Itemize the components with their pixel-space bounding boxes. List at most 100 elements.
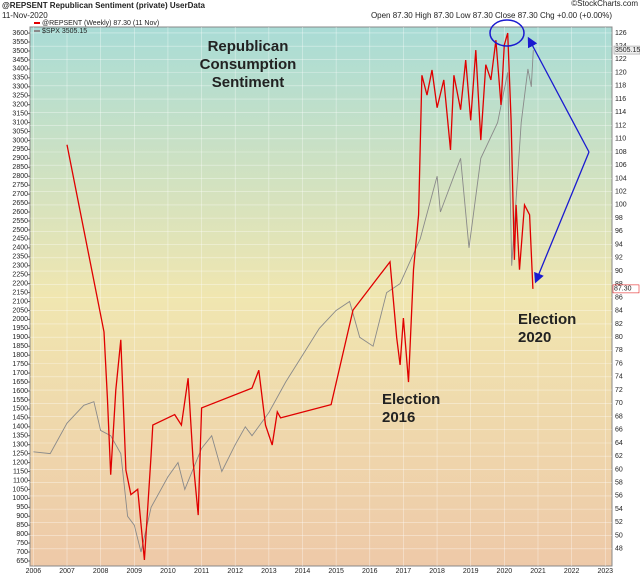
y2-tick-label: 94 [615,241,623,248]
y2-tick-label: 58 [615,480,623,487]
annotation: 2016 [382,409,415,426]
last-value-label: 3505.15 [615,47,640,54]
y-tick-label: 3400 [12,66,28,73]
y-tick-label: 3200 [12,102,28,109]
y2-tick-label: 102 [615,189,627,196]
y2-tick-label: 82 [615,321,623,328]
arrow [534,151,590,284]
series-line [33,50,534,553]
y-tick-label: 1900 [12,334,28,341]
y-tick-label: 2250 [12,272,28,279]
y-tick-label: 2550 [12,218,28,225]
x-tick-label: 2008 [93,568,109,575]
y2-tick-label: 122 [615,56,627,63]
y2-tick-label: 56 [615,493,623,500]
y2-tick-label: 68 [615,413,623,420]
y-tick-label: 2750 [12,182,28,189]
y2-tick-label: 92 [615,255,623,262]
y2-tick-label: 106 [615,162,627,169]
y2-tick-label: 126 [615,30,627,37]
y2-tick-label: 76 [615,360,623,367]
x-tick-label: 2007 [59,568,75,575]
source: ©StockCharts.com [571,0,638,8]
y-tick-label: 1200 [12,459,28,466]
arrow [527,36,590,153]
y-tick-label: 1350 [12,433,28,440]
y2-tick-label: 100 [615,202,627,209]
y2-tick-label: 114 [615,109,626,116]
annotation: Consumption [200,56,297,73]
x-tick-label: 2010 [160,568,176,575]
series-line [66,32,534,561]
y-tick-label: 2650 [12,200,28,207]
last-value-label: 87.30 [614,286,632,293]
y2-tick-label: 70 [615,400,623,407]
highlight-circle [489,19,525,47]
x-tick-label: 2016 [362,568,378,575]
y2-tick-label: 50 [615,532,623,539]
y2-tick-label: 54 [615,506,623,513]
y2-tick-label: 90 [615,268,623,275]
y-tick-label: 700 [16,549,28,556]
y2-tick-label: 72 [615,387,623,394]
y2-tick-label: 66 [615,427,623,434]
x-tick-label: 2023 [597,568,613,575]
x-tick-label: 2021 [530,568,546,575]
y-tick-label: 950 [16,504,28,511]
legend-label: $SPX 3505.15 [42,28,87,35]
y-tick-label: 750 [16,540,28,547]
y-tick-label: 2500 [12,227,28,234]
x-tick-label: 2019 [463,568,479,575]
y2-tick-label: 104 [615,175,627,182]
y2-tick-label: 48 [615,546,623,553]
y-tick-label: 650 [16,558,28,565]
x-tick-label: 2012 [227,568,243,575]
y-tick-label: 1100 [13,477,28,484]
y-tick-label: 2700 [12,191,28,198]
last-value-box [613,45,640,55]
y2-tick-label: 86 [615,294,623,301]
y-tick-label: 1550 [12,397,28,404]
y2-tick-label: 60 [615,466,623,473]
x-tick-label: 2015 [328,568,344,575]
y2-tick-label: 78 [615,347,623,354]
annotation: Election [518,311,576,328]
quote: Open 87.30 High 87.30 Low 87.30 Close 87… [371,11,612,20]
y-tick-label: 1650 [12,379,28,386]
y2-tick-label: 108 [615,149,627,156]
y-tick-label: 1050 [12,486,28,493]
y-tick-label: 1450 [12,415,28,422]
y-tick-label: 2400 [12,245,28,252]
y-tick-label: 3450 [12,57,28,64]
y-tick-label: 3550 [12,39,28,46]
y-tick-label: 1600 [12,388,28,395]
x-tick-label: 2022 [564,568,580,575]
y-tick-label: 2300 [12,263,28,270]
y-tick-label: 3350 [12,75,28,82]
annotation: Election [382,391,440,408]
y-tick-label: 1700 [12,370,28,377]
y-tick-label: 1150 [13,468,28,475]
y-tick-label: 3100 [12,119,28,126]
y-tick-label: 2350 [12,254,28,261]
x-tick-label: 2011 [194,568,209,575]
x-tick-label: 2017 [396,568,412,575]
y2-tick-label: 64 [615,440,623,447]
y2-tick-label: 88 [615,281,623,288]
y2-tick-label: 74 [615,374,623,381]
annotation: Sentiment [212,74,285,91]
y-tick-label: 800 [16,531,28,538]
y-tick-label: 2200 [12,280,28,287]
legend-label: @REPSENT (Weekly) 87.30 (11 Nov) [42,20,159,27]
y-tick-label: 3000 [12,137,28,144]
y-tick-label: 2900 [12,155,28,162]
y-tick-label: 1300 [12,442,28,449]
chart-title: @REPSENT Republican Sentiment (private) … [2,1,206,10]
y-tick-label: 1500 [12,406,28,413]
y-tick-label: 2850 [12,164,28,171]
y-tick-label: 2600 [12,209,28,216]
y-tick-label: 3050 [12,128,28,135]
y2-tick-label: 98 [615,215,623,222]
y2-tick-label: 84 [615,308,623,315]
y2-tick-label: 96 [615,228,623,235]
